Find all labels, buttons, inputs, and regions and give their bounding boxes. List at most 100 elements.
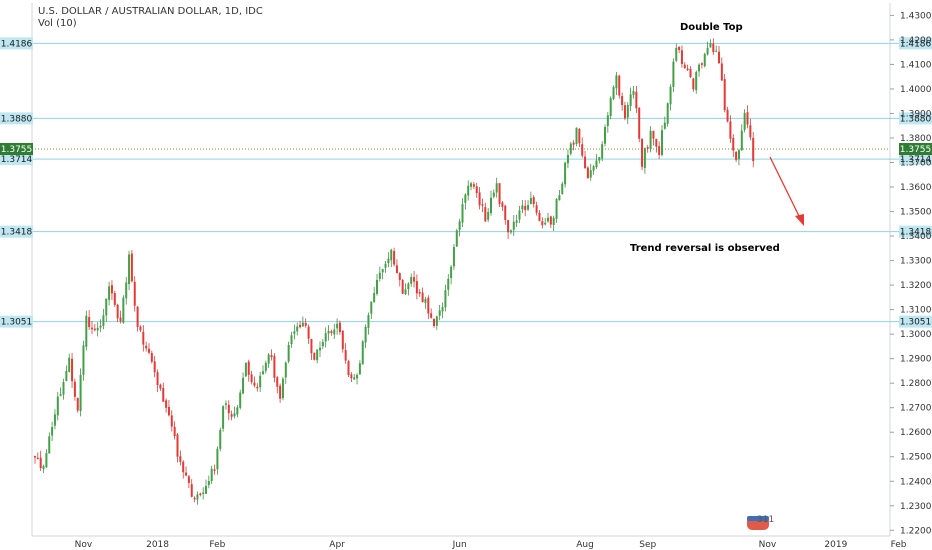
time-tick-label: Nov (759, 540, 777, 550)
last-price-label-left: 1.3755 (1, 145, 33, 155)
candle-body (689, 68, 692, 78)
candle-body (444, 290, 447, 308)
candle-body (296, 326, 299, 332)
candle-body (244, 362, 247, 377)
candle-body (224, 403, 227, 405)
candle-body (319, 347, 321, 351)
candle-body (347, 361, 350, 376)
candle-body (159, 384, 162, 389)
candle-body (176, 434, 179, 457)
candle-body (267, 354, 270, 364)
candle-body (196, 494, 199, 500)
candle-body (638, 107, 641, 139)
candle-body (390, 249, 393, 261)
candle-body (658, 146, 661, 155)
candle-body (518, 210, 521, 220)
candle-body (273, 355, 276, 378)
price-tick-label: 1.3800 (900, 134, 932, 144)
candle-body (415, 281, 418, 294)
time-tick-label: Feb (891, 540, 907, 550)
candle-body (216, 448, 219, 470)
candle-body (632, 90, 635, 95)
candle-body (729, 121, 732, 139)
candle-body (507, 220, 510, 233)
candle-body (353, 377, 356, 380)
candle-body (122, 297, 125, 323)
candle-body (481, 204, 484, 206)
candle-body (680, 50, 683, 65)
candle-body (490, 197, 492, 214)
volume-indicator-label[interactable]: Vol (10) (38, 18, 77, 29)
candle-body (655, 138, 658, 147)
candle-body (598, 157, 601, 161)
candle-body (718, 51, 720, 64)
candle-body (256, 386, 259, 389)
price-tick-label: 1.3300 (900, 257, 932, 267)
candle-body (88, 317, 91, 328)
candle-body (321, 341, 324, 347)
candle-body (207, 481, 210, 486)
time-tick-label: Feb (209, 540, 225, 550)
candle-body (675, 47, 678, 61)
price-tick-label: 1.3200 (900, 281, 932, 291)
price-tick-label: 1.2800 (900, 379, 932, 389)
candle-body (96, 327, 99, 331)
candle-body (404, 289, 407, 295)
candle-body (581, 144, 584, 156)
time-tick-label: Sep (639, 540, 656, 550)
candle-body (65, 370, 68, 382)
candle-body (310, 339, 313, 354)
candle-body (145, 345, 148, 349)
candle-body (566, 154, 569, 164)
price-tick-label: 1.2900 (900, 355, 932, 365)
candle-body (395, 265, 398, 273)
candle-body (279, 385, 282, 399)
candle-body (358, 363, 361, 375)
candle-body (672, 61, 675, 88)
candle-body (521, 205, 524, 210)
candle-body (150, 353, 153, 362)
candle-body (569, 143, 572, 154)
candle-body (68, 357, 71, 372)
forecast-arrow (769, 156, 804, 226)
candle-body (48, 436, 51, 454)
level-label-right: 1.3714 (900, 155, 932, 165)
candle-body (418, 292, 421, 294)
price-tick-label: 1.4100 (900, 60, 932, 70)
candle-body (609, 98, 612, 117)
horizontal-levels: 1.4186 1.4186 1.3880 1.3880 1.3714 1.3714 1.34… (0, 37, 932, 328)
candle-body (350, 374, 353, 379)
candle-body (381, 269, 384, 273)
candle-body (51, 427, 54, 436)
level-label-right: 1.3418 (900, 228, 932, 238)
candle-body (205, 486, 207, 494)
candle-body (398, 273, 401, 280)
candle-body (578, 128, 581, 144)
time-tick-label: Jun (452, 540, 467, 550)
candle-body (316, 349, 319, 361)
candle-body (173, 426, 176, 436)
candle-body (706, 47, 709, 55)
candle-body (190, 484, 193, 497)
price-tick-label: 1.3600 (900, 183, 932, 193)
price-axis[interactable]: 1.2200 1.2300 1.2400 1.2500 1.2600 1.2700 1.28… (890, 11, 932, 536)
candle-body (99, 325, 102, 328)
candle-body (213, 469, 216, 471)
candle-body (233, 413, 236, 417)
candle-body (284, 362, 287, 378)
level-label-left-bg (0, 37, 33, 50)
candle-body (544, 222, 547, 225)
candle-body (36, 457, 39, 459)
candle-body (333, 329, 336, 335)
price-tick-label: 1.4200 (900, 36, 932, 46)
last-price-label-left-bg (0, 143, 33, 156)
candle-body (438, 310, 441, 316)
candle-body (589, 170, 592, 178)
candle-body (535, 205, 538, 213)
time-axis[interactable]: Nov 2018 Feb Apr Jun Aug Sep Nov 2019 Feb (75, 540, 907, 550)
candle-body (723, 79, 726, 111)
candle-body (669, 86, 672, 105)
candle-body (327, 330, 330, 334)
candle-body (678, 46, 681, 50)
price-tick-label: 1.3000 (900, 330, 932, 340)
